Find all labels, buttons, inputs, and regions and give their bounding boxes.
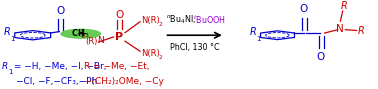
Text: $_2$: $_2$: [158, 20, 163, 29]
Text: −Cl, −F,−CF₃,−Ph: −Cl, −F,−CF₃,−Ph: [16, 77, 97, 86]
Text: $^{n}$Bu$_4$NI,: $^{n}$Bu$_4$NI,: [166, 14, 198, 26]
Text: −(CH₂)₂OMe, −Cy: −(CH₂)₂OMe, −Cy: [84, 77, 164, 86]
Text: 1: 1: [9, 69, 13, 75]
Text: O: O: [115, 10, 124, 20]
Text: 1: 1: [256, 36, 260, 42]
Text: N(R): N(R): [141, 49, 160, 58]
Text: +: +: [76, 27, 87, 40]
Text: $^{t}$BuOOH: $^{t}$BuOOH: [193, 14, 226, 26]
Text: (R): (R): [85, 37, 98, 46]
Text: N(R): N(R): [141, 16, 160, 25]
Text: = −H, −Me, −I, −Br,: = −H, −Me, −I, −Br,: [11, 62, 106, 71]
Text: P: P: [115, 32, 123, 42]
Circle shape: [61, 29, 100, 38]
Text: CH$_3$: CH$_3$: [71, 28, 90, 40]
Text: O: O: [300, 5, 308, 15]
Text: R: R: [341, 1, 347, 11]
Text: R = −Me, −Et,: R = −Me, −Et,: [84, 62, 150, 71]
Text: 1: 1: [10, 36, 15, 42]
Text: R: R: [249, 27, 256, 37]
Text: O: O: [317, 52, 325, 62]
Text: PhCl, 130 °C: PhCl, 130 °C: [170, 43, 220, 52]
Text: R: R: [358, 26, 365, 36]
Text: $_2$: $_2$: [81, 32, 87, 41]
Text: $_2$: $_2$: [158, 53, 163, 62]
Text: R: R: [3, 27, 10, 37]
Text: N: N: [98, 36, 104, 45]
Text: R: R: [2, 62, 8, 71]
Text: N: N: [336, 24, 344, 34]
Text: O: O: [56, 6, 64, 16]
